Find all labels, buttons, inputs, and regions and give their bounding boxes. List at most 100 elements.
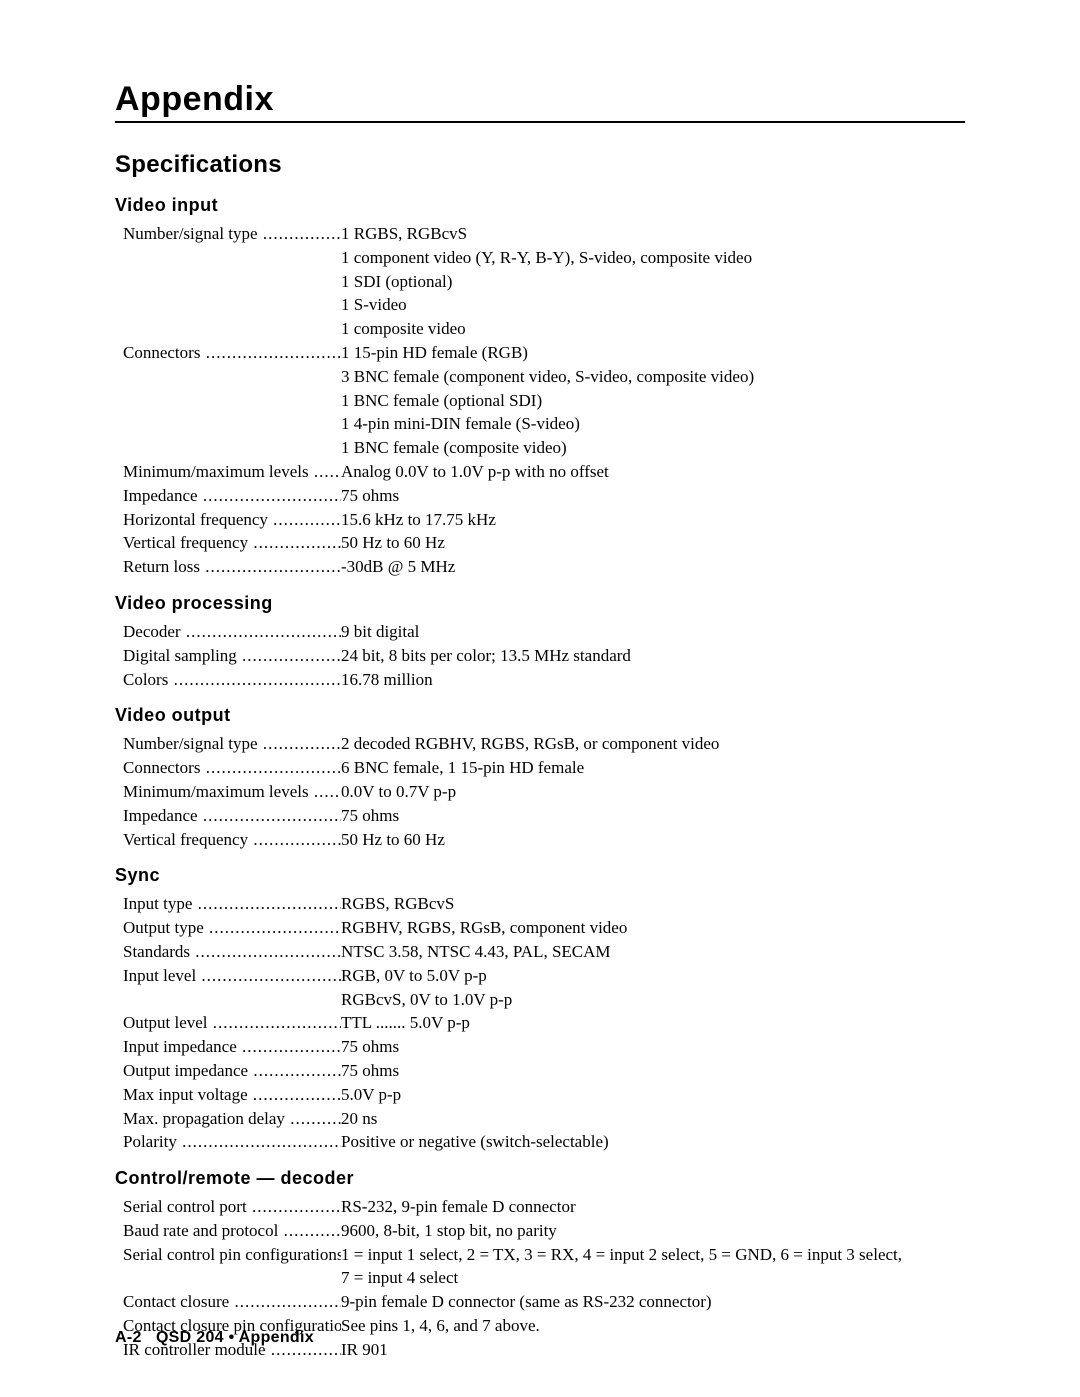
spec-value-line: 75 ohms bbox=[341, 1035, 965, 1059]
spec-label: Number/signal type bbox=[123, 732, 341, 756]
spec-row: Max. propagation delay20 ns bbox=[123, 1107, 965, 1131]
spec-value-line: 75 ohms bbox=[341, 804, 965, 828]
spec-value-line: 6 BNC female, 1 15-pin HD female bbox=[341, 756, 965, 780]
spec-value: IR 901 bbox=[341, 1338, 965, 1362]
spec-value: RGBHV, RGBS, RGsB, component video bbox=[341, 916, 965, 940]
spec-label: Input impedance bbox=[123, 1035, 341, 1059]
spec-label: Input type bbox=[123, 892, 341, 916]
spec-row: Output levelTTL ....... 5.0V p-p bbox=[123, 1011, 965, 1035]
spec-row: Serial control pin configurations1 = inp… bbox=[123, 1243, 965, 1291]
spec-value-line: 9-pin female D connector (same as RS-232… bbox=[341, 1290, 965, 1314]
section-heading: Video input bbox=[115, 195, 965, 216]
spec-label: Number/signal type bbox=[123, 222, 341, 246]
spec-label: Minimum/maximum levels bbox=[123, 780, 341, 804]
spec-value: 75 ohms bbox=[341, 804, 965, 828]
spec-value-line: 75 ohms bbox=[341, 1059, 965, 1083]
spec-row: Contact closure9-pin female D connector … bbox=[123, 1290, 965, 1314]
spec-row: Number/signal type1 RGBS, RGBcvS1 compon… bbox=[123, 222, 965, 341]
spec-label: Horizontal frequency bbox=[123, 508, 341, 532]
spec-value: 6 BNC female, 1 15-pin HD female bbox=[341, 756, 965, 780]
spec-value: See pins 1, 4, 6, and 7 above. bbox=[341, 1314, 965, 1338]
spec-value: 0.0V to 0.7V p-p bbox=[341, 780, 965, 804]
spec-value-line: RGB, 0V to 5.0V p-p bbox=[341, 964, 965, 988]
spec-block: Input typeRGBS, RGBcvSOutput typeRGBHV, … bbox=[115, 892, 965, 1154]
spec-value: RGBS, RGBcvS bbox=[341, 892, 965, 916]
spec-value: 20 ns bbox=[341, 1107, 965, 1131]
spec-row: Number/signal type2 decoded RGBHV, RGBS,… bbox=[123, 732, 965, 756]
spec-label: Max input voltage bbox=[123, 1083, 341, 1107]
page-title: Appendix bbox=[115, 80, 965, 123]
spec-value-line: 1 15-pin HD female (RGB) bbox=[341, 341, 965, 365]
spec-row: Return loss-30dB @ 5 MHz bbox=[123, 555, 965, 579]
spec-value-line: 1 SDI (optional) bbox=[341, 270, 965, 294]
spec-label: Output type bbox=[123, 916, 341, 940]
footer-text: QSD 204 • Appendix bbox=[156, 1329, 314, 1346]
spec-value: 15.6 kHz to 17.75 kHz bbox=[341, 508, 965, 532]
spec-row: Vertical frequency50 Hz to 60 Hz bbox=[123, 531, 965, 555]
spec-value-line: -30dB @ 5 MHz bbox=[341, 555, 965, 579]
spec-value-line: 50 Hz to 60 Hz bbox=[341, 828, 965, 852]
spec-label: Input level bbox=[123, 964, 341, 988]
spec-row: Colors16.78 million bbox=[123, 668, 965, 692]
spec-value: -30dB @ 5 MHz bbox=[341, 555, 965, 579]
spec-value: Analog 0.0V to 1.0V p-p with no offset bbox=[341, 460, 965, 484]
spec-label: Decoder bbox=[123, 620, 341, 644]
footer-page: A-2 bbox=[115, 1329, 142, 1346]
spec-value-line: IR 901 bbox=[341, 1338, 965, 1362]
spec-label: Impedance bbox=[123, 484, 341, 508]
spec-label: Connectors bbox=[123, 341, 341, 365]
spec-value: Positive or negative (switch-selectable) bbox=[341, 1130, 965, 1154]
spec-value-line: 3 BNC female (component video, S-video, … bbox=[341, 365, 965, 389]
spec-value: 75 ohms bbox=[341, 1059, 965, 1083]
spec-row: Output typeRGBHV, RGBS, RGsB, component … bbox=[123, 916, 965, 940]
spec-value-line: 9 bit digital bbox=[341, 620, 965, 644]
spec-value-line: 1 BNC female (composite video) bbox=[341, 436, 965, 460]
spec-label: Impedance bbox=[123, 804, 341, 828]
spec-value-line: TTL ....... 5.0V p-p bbox=[341, 1011, 965, 1035]
spec-value-line: 1 BNC female (optional SDI) bbox=[341, 389, 965, 413]
page-footer: A-2 QSD 204 • Appendix bbox=[115, 1329, 314, 1347]
spec-value-line: 1 composite video bbox=[341, 317, 965, 341]
spec-row: Vertical frequency50 Hz to 60 Hz bbox=[123, 828, 965, 852]
spec-row: Baud rate and protocol9600, 8-bit, 1 sto… bbox=[123, 1219, 965, 1243]
spec-value-line: 1 4-pin mini-DIN female (S-video) bbox=[341, 412, 965, 436]
spec-row: Connectors1 15-pin HD female (RGB)3 BNC … bbox=[123, 341, 965, 460]
spec-label: Colors bbox=[123, 668, 341, 692]
spec-block: Decoder9 bit digitalDigital sampling24 b… bbox=[115, 620, 965, 691]
spec-label: Output level bbox=[123, 1011, 341, 1035]
spec-value-line: 9600, 8-bit, 1 stop bit, no parity bbox=[341, 1219, 965, 1243]
section-heading: Control/remote — decoder bbox=[115, 1168, 965, 1189]
spec-value-line: 1 = input 1 select, 2 = TX, 3 = RX, 4 = … bbox=[341, 1243, 965, 1267]
spec-label: Serial control pin configurations bbox=[123, 1243, 341, 1267]
spec-value: 5.0V p-p bbox=[341, 1083, 965, 1107]
spec-block: Number/signal type1 RGBS, RGBcvS1 compon… bbox=[115, 222, 965, 579]
spec-value: RS-232, 9-pin female D connector bbox=[341, 1195, 965, 1219]
spec-value: 9 bit digital bbox=[341, 620, 965, 644]
spec-label: Max. propagation delay bbox=[123, 1107, 341, 1131]
spec-value: 75 ohms bbox=[341, 484, 965, 508]
spec-label: Polarity bbox=[123, 1130, 341, 1154]
spec-value-line: NTSC 3.58, NTSC 4.43, PAL, SECAM bbox=[341, 940, 965, 964]
spec-value: 50 Hz to 60 Hz bbox=[341, 828, 965, 852]
spec-block: Number/signal type2 decoded RGBHV, RGBS,… bbox=[115, 732, 965, 851]
spec-label: Return loss bbox=[123, 555, 341, 579]
spec-value-line: 16.78 million bbox=[341, 668, 965, 692]
spec-value-line: 75 ohms bbox=[341, 484, 965, 508]
spec-row: Impedance75 ohms bbox=[123, 804, 965, 828]
section-heading: Video processing bbox=[115, 593, 965, 614]
spec-row: Input levelRGB, 0V to 5.0V p-pRGBcvS, 0V… bbox=[123, 964, 965, 1012]
spec-row: PolarityPositive or negative (switch-sel… bbox=[123, 1130, 965, 1154]
spec-value-line: 24 bit, 8 bits per color; 13.5 MHz stand… bbox=[341, 644, 965, 668]
spec-value: RGB, 0V to 5.0V p-pRGBcvS, 0V to 1.0V p-… bbox=[341, 964, 965, 1012]
spec-value-line: 5.0V p-p bbox=[341, 1083, 965, 1107]
spec-row: Minimum/maximum levels0.0V to 0.7V p-p bbox=[123, 780, 965, 804]
spec-value-line: Positive or negative (switch-selectable) bbox=[341, 1130, 965, 1154]
section-heading: Video output bbox=[115, 705, 965, 726]
spec-value: 16.78 million bbox=[341, 668, 965, 692]
spec-value-line: 1 S-video bbox=[341, 293, 965, 317]
spec-value-line: 1 component video (Y, R-Y, B-Y), S-video… bbox=[341, 246, 965, 270]
section-heading: Sync bbox=[115, 865, 965, 886]
spec-row: Input typeRGBS, RGBcvS bbox=[123, 892, 965, 916]
spec-label: Contact closure bbox=[123, 1290, 341, 1314]
spec-value-line: RGBS, RGBcvS bbox=[341, 892, 965, 916]
